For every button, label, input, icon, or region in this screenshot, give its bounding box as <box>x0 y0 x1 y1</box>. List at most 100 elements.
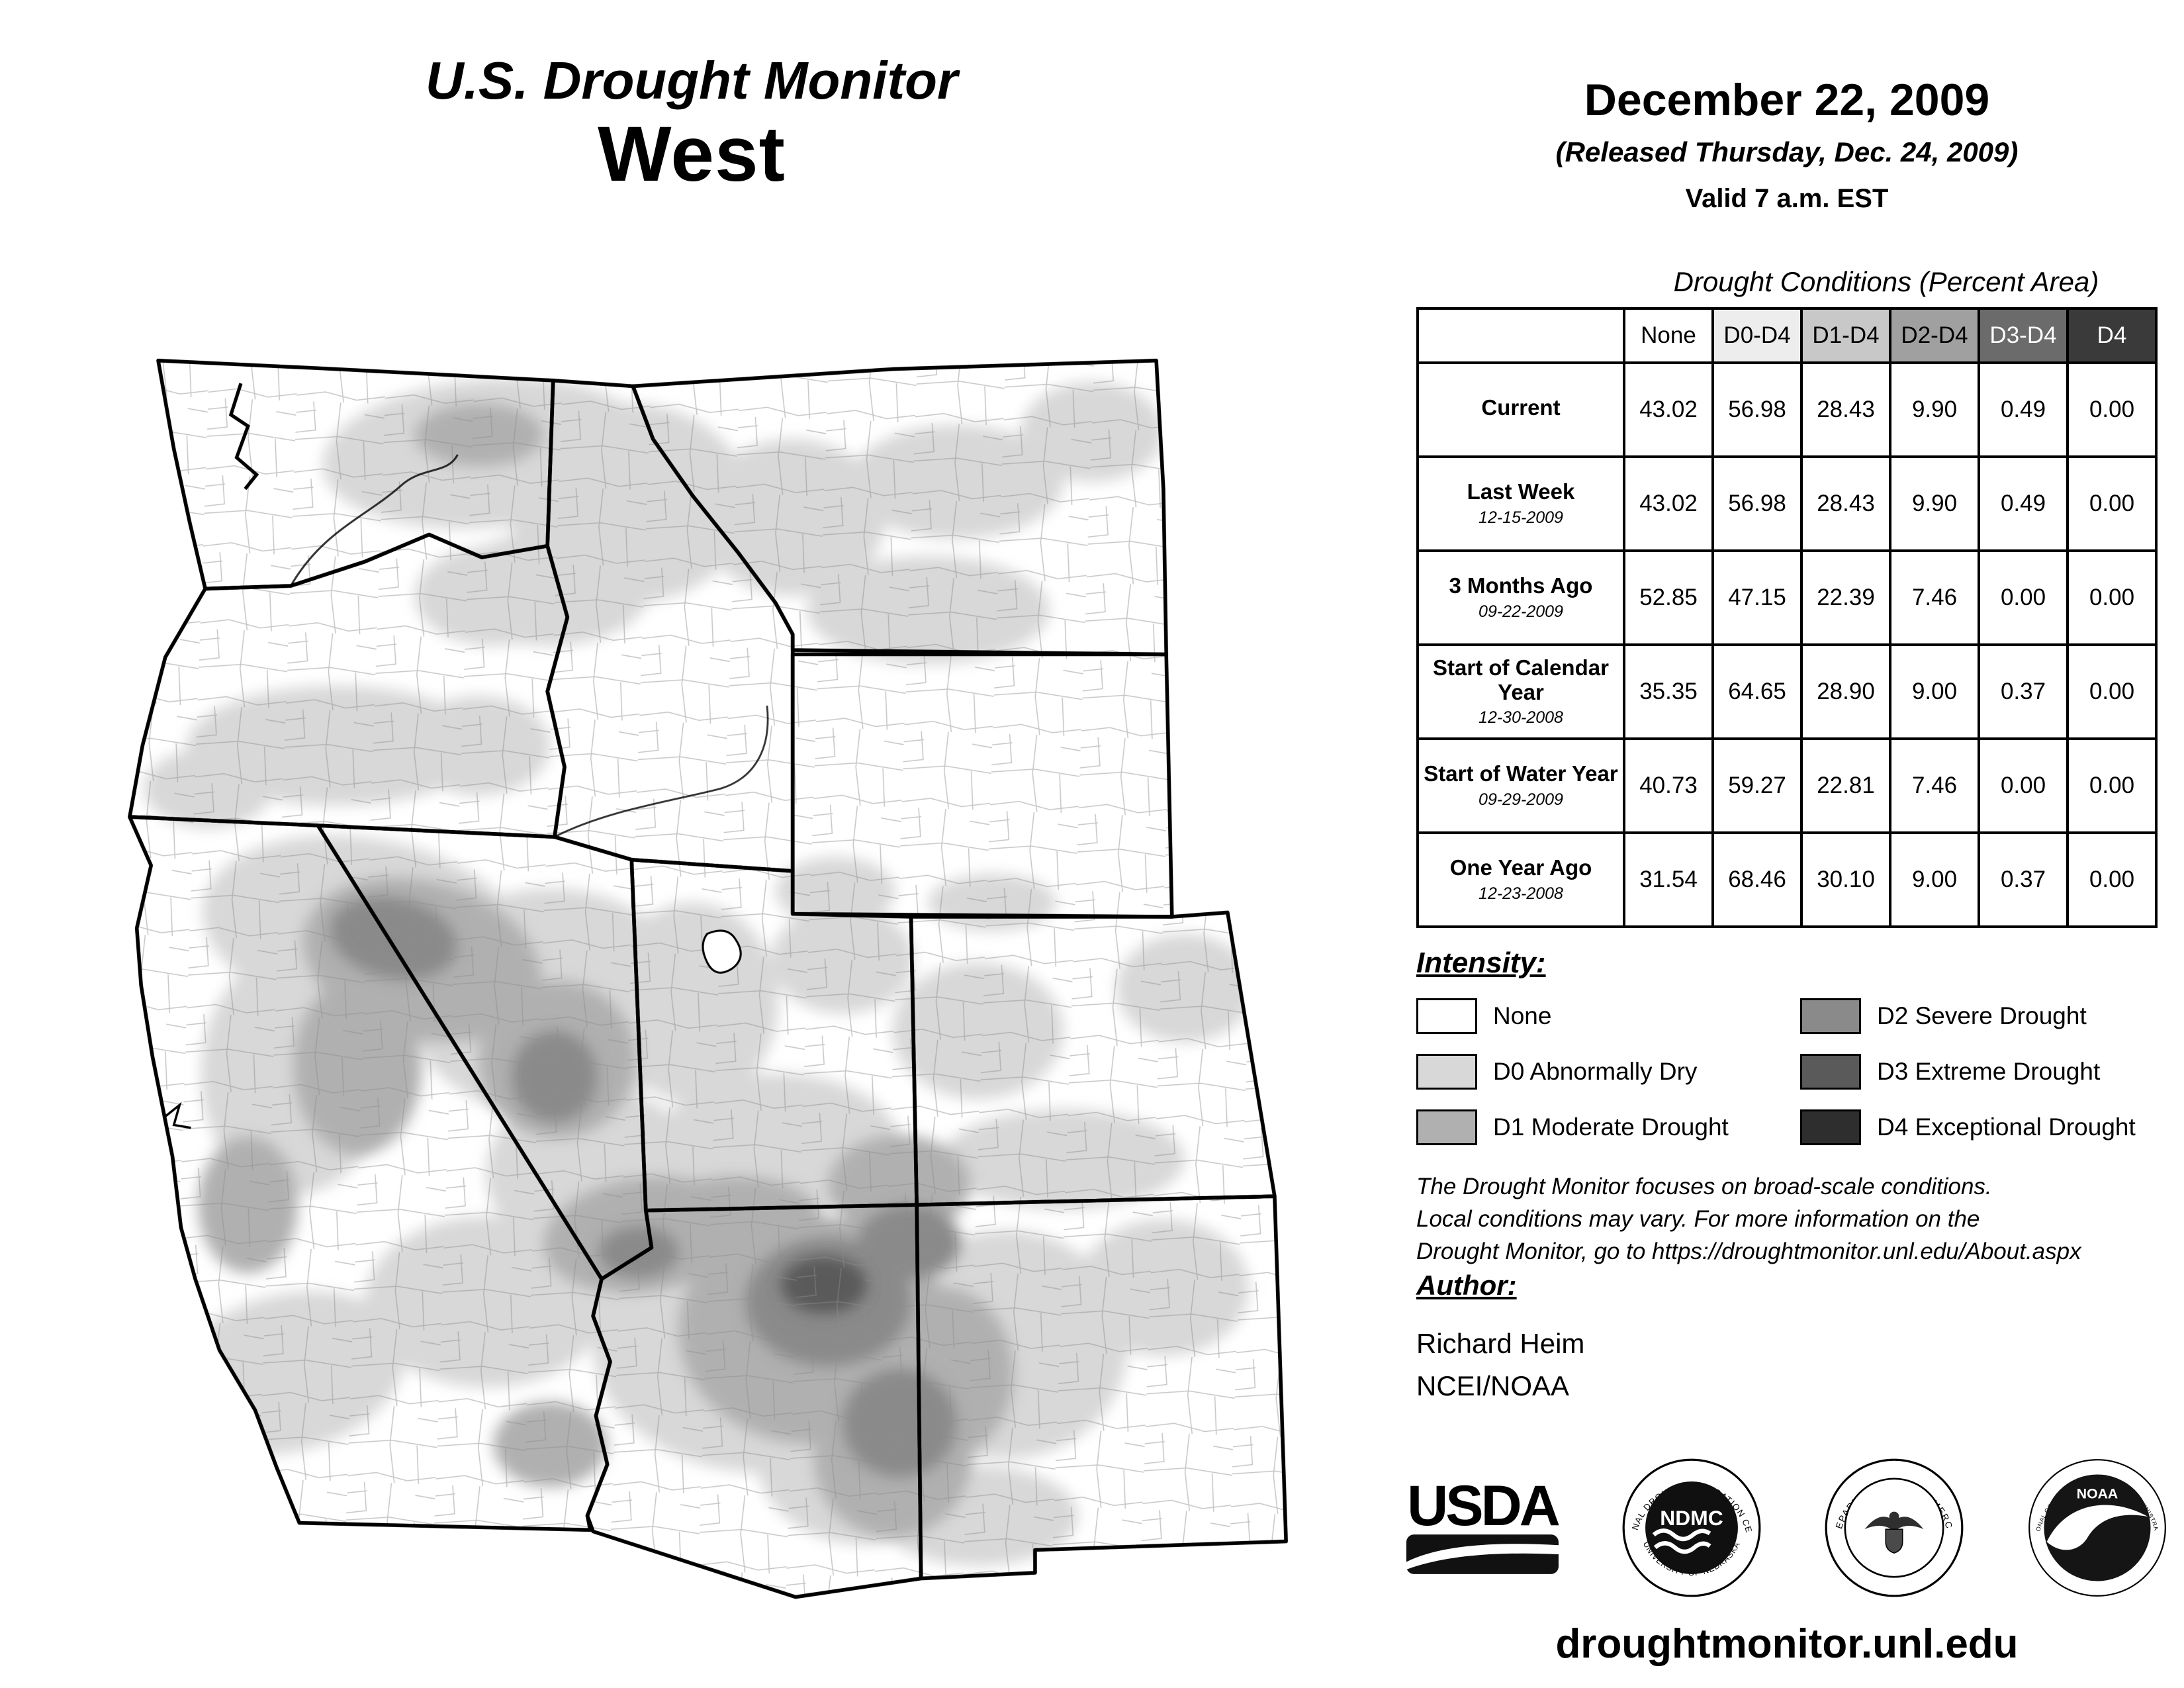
row-date: 09-22-2009 <box>1479 602 1563 621</box>
table-row-last-week: Last Week 12-15-2009 43.02 56.98 28.43 9.… <box>1416 455 2158 552</box>
value-cell: 9.00 <box>1889 831 1980 928</box>
value-cell: 56.98 <box>1711 361 1803 458</box>
row-date: 12-15-2009 <box>1479 508 1563 527</box>
ndmc-seal: NATIONAL DROUGHT MITIGATION CENTER UNIVE… <box>1621 1458 1761 1597</box>
county-lines-texture <box>129 360 1287 1597</box>
value-cell: 0.00 <box>2066 643 2158 740</box>
legend-swatch-d4 <box>1800 1109 1861 1145</box>
columbia-river <box>290 454 459 586</box>
value-cell: 40.73 <box>1623 737 1714 834</box>
table-row-one-year-ago: One Year Ago 12-23-2008 31.54 68.46 30.10… <box>1416 831 2158 928</box>
value-cell: 47.15 <box>1711 549 1803 646</box>
row-label-cell: One Year Ago 12-23-2008 <box>1416 831 1625 928</box>
value-cell: 0.49 <box>1978 455 2069 552</box>
legend-item-d2: D2 Severe Drought <box>1800 998 2171 1034</box>
table-header-row: None D0-D4 D1-D4 D2-D4 D3-D4 D4 <box>1416 307 2158 364</box>
value-cell: 0.37 <box>1978 831 2069 928</box>
value-cell: 43.02 <box>1623 455 1714 552</box>
row-label-cell: Last Week 12-15-2009 <box>1416 455 1625 552</box>
value-cell: 9.90 <box>1889 361 1980 458</box>
value-cell: 28.43 <box>1800 455 1891 552</box>
table-row-start-water-year: Start of Water Year 09-29-2009 40.73 59.2… <box>1416 737 2158 834</box>
legend-label: D2 Severe Drought <box>1877 1002 2087 1029</box>
row-label-cell: Start of Water Year 09-29-2009 <box>1416 737 1625 834</box>
snake-river <box>554 705 769 838</box>
value-cell: 0.00 <box>2066 831 2158 928</box>
drought-conditions-table: None D0-D4 D1-D4 D2-D4 D3-D4 D4 Current … <box>1416 307 2158 928</box>
value-cell: 0.00 <box>1978 737 2069 834</box>
row-label: Start of Water Year <box>1424 761 1618 786</box>
row-label: One Year Ago <box>1449 855 1592 880</box>
value-cell: 28.90 <box>1800 643 1891 740</box>
table-corner-blank <box>1416 307 1625 364</box>
row-date: 12-30-2008 <box>1479 708 1563 727</box>
value-cell: 59.27 <box>1711 737 1803 834</box>
legend-label: D3 Extreme Drought <box>1877 1058 2101 1085</box>
legend-item-d0: D0 Abnormally Dry <box>1416 1054 1787 1090</box>
doc-seal: DEPARTMENT OF COMMERCE UNITED STATES OF … <box>1824 1458 1964 1597</box>
row-label: Start of Calendar Year <box>1433 655 1609 704</box>
region-title: West <box>598 111 786 198</box>
legend-swatch-d3 <box>1800 1054 1861 1090</box>
page-title-block: U.S. Drought Monitor West <box>212 52 1171 196</box>
value-cell: 0.00 <box>2066 549 2158 646</box>
usda-logo: USDA <box>1406 1474 1561 1577</box>
value-cell: 0.00 <box>2066 737 2158 834</box>
row-date: 09-29-2009 <box>1479 790 1563 809</box>
legend-label: D0 Abnormally Dry <box>1493 1058 1698 1085</box>
author-org: NCEI/NOAA <box>1416 1370 1570 1401</box>
author-heading: Author: <box>1416 1270 1517 1301</box>
ndmc-center-text: NDMC <box>1660 1505 1723 1529</box>
table-row-current: Current 43.02 56.98 28.43 9.90 0.49 0.00 <box>1416 361 2158 458</box>
value-cell: 7.46 <box>1889 737 1980 834</box>
value-cell: 0.00 <box>1978 549 2069 646</box>
legend-item-d3: D3 Extreme Drought <box>1800 1054 2171 1090</box>
row-label-cell: 3 Months Ago 09-22-2009 <box>1416 549 1625 646</box>
disclaimer-line: Drought Monitor, go to https://droughtmo… <box>1416 1239 2081 1264</box>
value-cell: 64.65 <box>1711 643 1803 740</box>
released-date: (Released Thursday, Dec. 24, 2009) <box>1555 136 2019 167</box>
doc-eagle <box>1864 1511 1924 1554</box>
disclaimer: The Drought Monitor focuses on broad-sca… <box>1416 1170 2184 1268</box>
map-details <box>164 383 769 1129</box>
noaa-bird <box>2046 1504 2148 1550</box>
noaa-center-text: NOAA <box>2077 1486 2118 1501</box>
author-name: Richard Heim <box>1416 1328 1585 1359</box>
column-header-d4: D4 <box>2066 307 2158 364</box>
row-label: 3 Months Ago <box>1449 573 1593 598</box>
disclaimer-line: Local conditions may vary. For more info… <box>1416 1206 1980 1232</box>
legend-grid: None D2 Severe Drought D0 Abnormally Dry… <box>1416 998 2171 1145</box>
legend-label: D1 Moderate Drought <box>1493 1113 1729 1141</box>
usda-wordmark: USDA <box>1407 1474 1561 1538</box>
intensity-legend: Intensity: None D2 Severe Drought D0 Abn… <box>1416 947 2171 1145</box>
value-cell: 30.10 <box>1800 831 1891 928</box>
row-date: 12-23-2008 <box>1479 884 1563 903</box>
row-label: Current <box>1481 395 1561 420</box>
legend-swatch-d1 <box>1416 1109 1477 1145</box>
column-header-d1d4: D1-D4 <box>1800 307 1891 364</box>
value-cell: 9.00 <box>1889 643 1980 740</box>
value-cell: 35.35 <box>1623 643 1714 740</box>
value-cell: 22.39 <box>1800 549 1891 646</box>
column-header-d3d4: D3-D4 <box>1978 307 2069 364</box>
value-cell: 0.37 <box>1978 643 2069 740</box>
value-cell: 0.00 <box>2066 455 2158 552</box>
valid-time: Valid 7 a.m. EST <box>1685 184 1889 213</box>
drought-map <box>122 318 1320 1601</box>
row-label-cell: Current <box>1416 361 1625 458</box>
value-cell: 68.46 <box>1711 831 1803 928</box>
legend-swatch-d2 <box>1800 998 1861 1034</box>
column-header-none: None <box>1623 307 1714 364</box>
legend-swatch-none <box>1416 998 1477 1034</box>
great-salt-lake <box>702 929 742 974</box>
value-cell: 0.49 <box>1978 361 2069 458</box>
author-block: Author: Richard Heim NCEI/NOAA <box>1416 1270 2144 1402</box>
logos-row: USDA NATIONAL DROUGHT MITIGATION CENTER … <box>1406 1456 2167 1599</box>
legend-label: D4 Exceptional Drought <box>1877 1113 2136 1141</box>
puget-sound <box>228 383 259 491</box>
legend-label: None <box>1493 1002 1552 1029</box>
value-cell: 0.00 <box>2066 361 2158 458</box>
legend-swatch-d0 <box>1416 1054 1477 1090</box>
map-date: December 22, 2009 <box>1584 75 1990 125</box>
column-header-d0d4: D0-D4 <box>1711 307 1803 364</box>
